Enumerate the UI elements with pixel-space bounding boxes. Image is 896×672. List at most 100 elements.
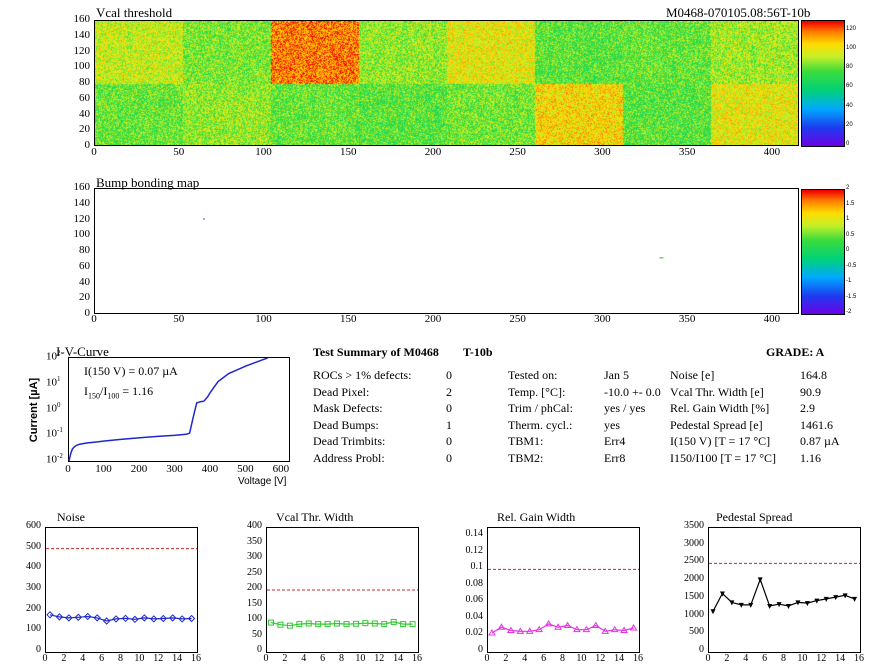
data-point [776, 602, 782, 608]
data-point [65, 614, 73, 622]
heatmap1-z-tick: 80 [846, 64, 853, 71]
data-point [324, 621, 331, 628]
heatmap1-y-tick: 80 [79, 76, 90, 88]
small-x-tick: 2 [282, 653, 288, 664]
summary-label: Mask Defects: [313, 401, 383, 415]
data-point [178, 615, 186, 623]
heatmap1-z-tick: 120 [846, 25, 857, 32]
data-point [563, 621, 572, 629]
small-y-tick: 0 [257, 644, 262, 655]
heatmap2-x-tick: 150 [339, 313, 357, 325]
small-y-tick: 100 [247, 613, 262, 624]
heatmap2-y-tick: 100 [73, 228, 91, 241]
summary-value: 1.16 [800, 450, 821, 465]
iv-y-tick: 100 [46, 400, 61, 415]
heatmap1-x-tick: 300 [594, 146, 611, 158]
summary-label: Address Probl: [313, 450, 385, 465]
vcal-threshold-heatmap [95, 21, 798, 145]
summary-value: 0 [446, 450, 452, 465]
heatmap2-title: Bump bonding map [96, 175, 200, 190]
summary-label: Noise [e] [670, 368, 715, 382]
data-point [582, 625, 591, 633]
data-point [150, 615, 158, 623]
heatmap1-y-tick: 40 [79, 107, 90, 120]
heatmap1-y-tick: 100 [73, 60, 91, 73]
data-point [168, 614, 177, 622]
summary-label: Temp. [°C]: [508, 384, 566, 399]
iv-title: I-V-Curve [56, 344, 109, 359]
data-point [488, 629, 496, 636]
iv-x-tick: 400 [201, 463, 219, 475]
heatmap2-x-tick: 300 [594, 313, 611, 325]
small-x-tick: 16 [633, 653, 643, 664]
heatmap1-color-scale [801, 20, 845, 147]
heatmap2-y-tick: 120 [73, 212, 91, 225]
heatmap2-y-tick: 40 [79, 275, 90, 288]
summary-label: Dead Bumps: [313, 417, 379, 432]
small-x-tick: 2 [503, 653, 509, 664]
small-y-tick: 100 [26, 623, 41, 635]
heatmap1-frame [94, 20, 799, 146]
heatmap2-x-tick: 50 [173, 313, 185, 325]
small-x-tick: 16 [191, 653, 201, 664]
heatmap2-z-tick: 1.5 [846, 200, 855, 207]
summary-label: Pedestal Spread [e] [670, 417, 763, 432]
small-x-tick: 8 [118, 653, 123, 664]
small-plot-frame [266, 527, 419, 653]
small-y-tick: 3000 [684, 537, 704, 549]
data-point [842, 593, 848, 599]
small-x-tick: 8 [560, 653, 565, 664]
heatmap2-z-tick: -0.5 [846, 262, 857, 269]
data-point [390, 618, 397, 625]
small-y-tick: 300 [26, 582, 41, 593]
small-x-tick: 14 [172, 653, 183, 664]
small-y-tick: 0.14 [465, 528, 484, 540]
data-point [112, 615, 120, 623]
summary-value: 1 [446, 417, 452, 432]
small-x-tick: 14 [835, 653, 846, 664]
iv-ann2-prefix: I [84, 384, 88, 398]
data-point [804, 601, 810, 607]
small-y-tick: 600 [26, 520, 41, 531]
data-point [748, 602, 754, 608]
small-y-tick: 2500 [684, 555, 704, 567]
data-point [852, 596, 858, 602]
summary-label: TBM1: [508, 434, 544, 448]
data-point [814, 598, 820, 604]
small-y-tick: 0.06 [465, 594, 484, 606]
iv-series [68, 357, 268, 462]
small-x-tick: 10 [134, 653, 145, 664]
small-y-tick: 1000 [684, 608, 704, 620]
heatmap2-x-tick: 100 [255, 313, 272, 325]
summary-grade: GRADE: A [766, 345, 825, 359]
heatmap2-y-tick: 0 [84, 307, 91, 319]
heatmap2-y-tick: 140 [73, 196, 91, 209]
data-point [381, 621, 388, 628]
data-point [719, 591, 725, 597]
iv-plot [68, 357, 268, 462]
data-point [84, 612, 92, 621]
data-point [823, 596, 829, 602]
iv-y-tick: 101 [46, 374, 61, 389]
data-point [601, 627, 610, 634]
summary-value: 0 [446, 368, 452, 382]
bump-bonding-plot [203, 218, 664, 259]
small-x-tick: 0 [484, 653, 490, 664]
data-point [371, 620, 378, 627]
data-point [74, 613, 83, 621]
iv-ann2-value: = 1.16 [122, 384, 154, 398]
data-point [554, 623, 562, 630]
heatmap2-z-tick: 0.5 [846, 231, 855, 238]
small-x-tick: 4 [522, 653, 528, 664]
iv-ylabel: Current [µA] [28, 377, 40, 443]
summary-value: Jan 5 [604, 368, 629, 382]
small-y-tick: 0 [36, 644, 41, 655]
small-plot-frame [708, 527, 861, 653]
iv-x-tick: 300 [166, 463, 183, 475]
data-point [55, 613, 64, 621]
series-line [712, 577, 855, 612]
heatmap1-z-tick: 60 [846, 83, 853, 90]
data-point [786, 603, 791, 609]
small-x-tick: 2 [724, 653, 730, 664]
heatmap1-x-tick: 250 [509, 146, 526, 158]
